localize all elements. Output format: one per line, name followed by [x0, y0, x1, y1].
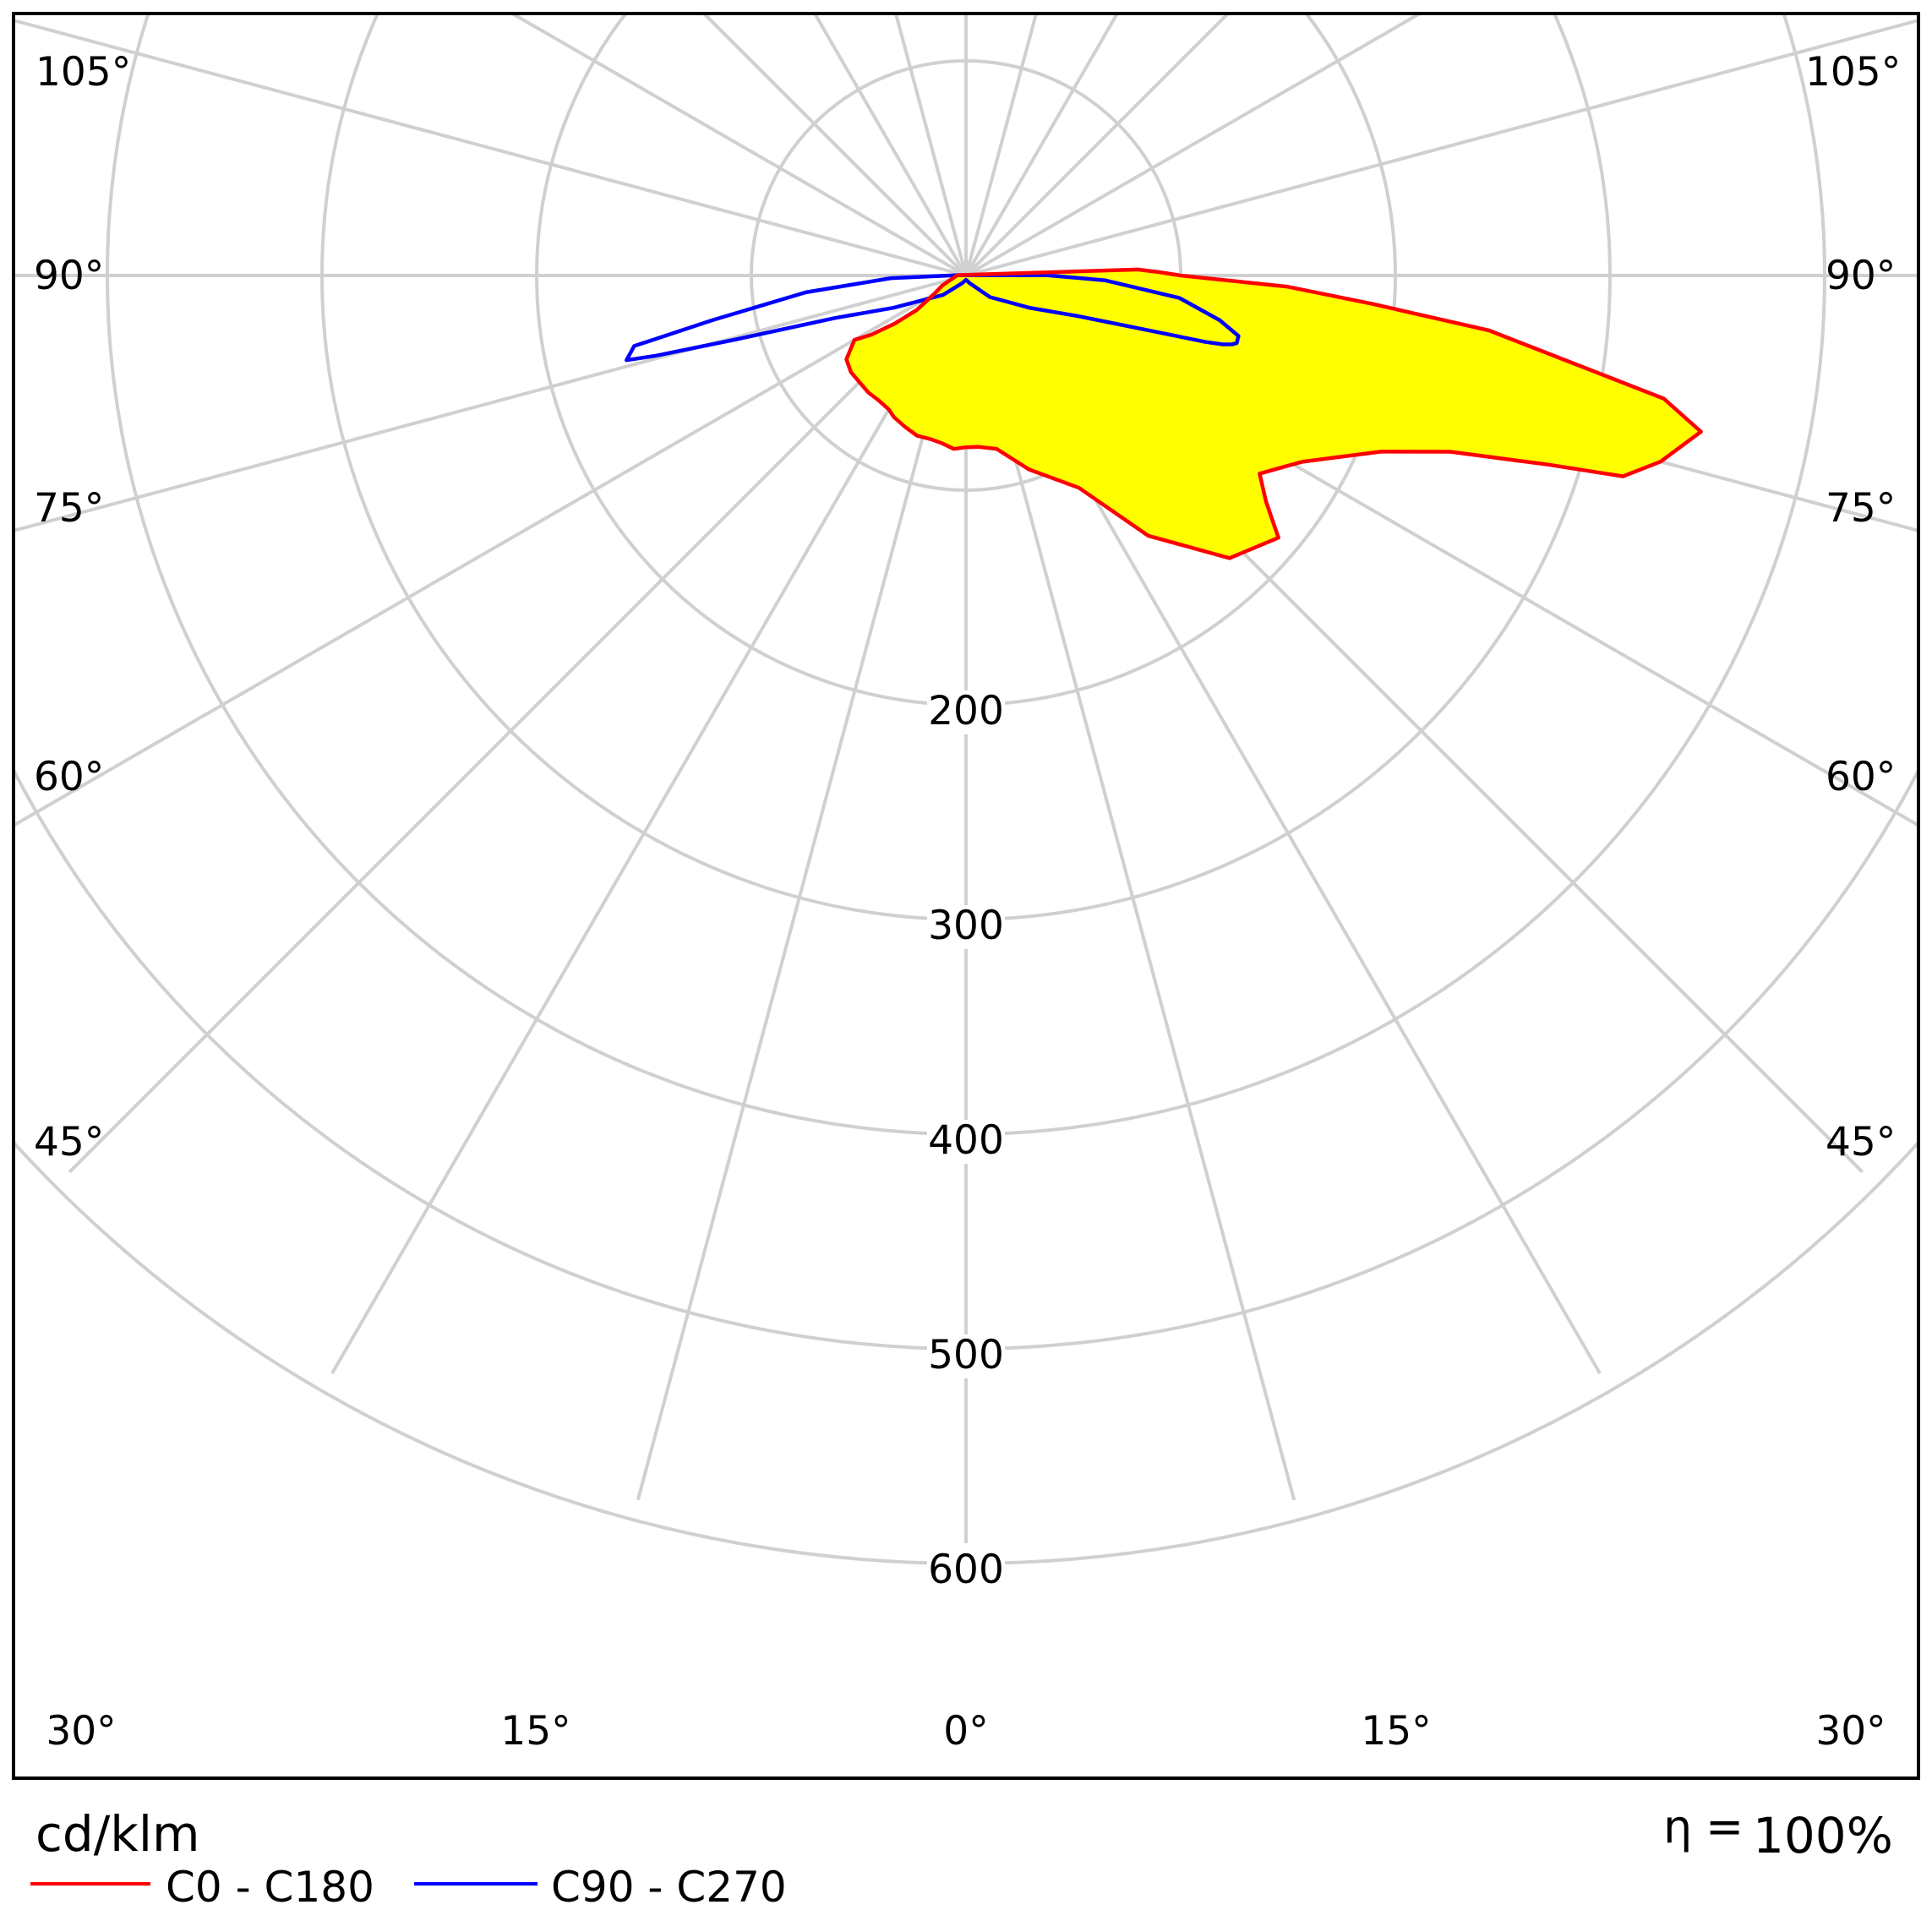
angle-label-right-45: 45° [1826, 1119, 1896, 1165]
legend-label-c90-c270: C90 - C270 [551, 1863, 787, 1912]
grid-spoke-225 [701, 14, 968, 277]
tick-label-backdrop [927, 1120, 1005, 1164]
radial-tick-labels: 200 300 400 500 600 [928, 688, 1004, 1593]
legend-label-c0-c180: C0 - C180 [166, 1863, 374, 1912]
angle-label-0: 0° [943, 1708, 988, 1755]
angle-tick-labels: 105° 105° 90° 90° 75° 75° 60° 60° 45° 45… [34, 49, 1901, 1755]
efficiency-symbol: η [1663, 1800, 1692, 1853]
angle-label-left-90: 90° [34, 253, 104, 299]
curve-fill-c0-c180 [846, 269, 1701, 559]
grid-spoke-165 [964, 14, 1039, 276]
angle-label-right-60: 60° [1826, 754, 1896, 800]
grid-spoke-150 [964, 14, 1120, 277]
grid-spoke-300 [14, 274, 968, 827]
grid-spoke-285 [14, 274, 967, 533]
tick-label-backdrop [927, 905, 1005, 949]
grid-spoke-210 [812, 14, 968, 277]
grid-spoke-120 [964, 14, 1423, 277]
angle-label-left-15: 15° [500, 1708, 570, 1755]
angle-label-right-15: 15° [1361, 1708, 1431, 1755]
curves-layer [625, 267, 1703, 560]
grid-spoke-255 [14, 18, 967, 277]
grid-spoke-240 [509, 14, 968, 277]
grid-spoke-195 [893, 14, 968, 276]
angle-label-left-60: 60° [34, 754, 104, 800]
angle-label-right-75: 75° [1826, 485, 1896, 532]
efficiency-value: 100% [1753, 1807, 1893, 1864]
angle-label-left-105: 105° [35, 49, 131, 96]
angle-label-right-30: 30° [1815, 1708, 1886, 1755]
radial-tick-label-400: 400 [928, 1117, 1004, 1164]
angle-label-left-45: 45° [34, 1119, 104, 1165]
radial-tick-label-300: 300 [928, 903, 1004, 949]
radial-tick-label-200: 200 [928, 688, 1004, 734]
tick-label-backdrop [927, 1549, 1005, 1593]
curve-line-c0-c180 [844, 267, 1703, 560]
angle-label-left-30: 30° [46, 1708, 116, 1755]
grid-spoke-105 [965, 18, 1918, 277]
grid-spoke-345 [636, 275, 968, 1501]
efficiency-equals: = [1706, 1800, 1744, 1853]
unit-label: cd/klm [35, 1805, 199, 1863]
tick-label-backdrop [927, 1334, 1005, 1378]
chart-footer: cd/klm η = 100% C0 - C180 C90 - C270 [30, 1800, 1893, 1912]
grid-spoke-330 [330, 274, 968, 1375]
grid-spoke-15 [964, 275, 1296, 1501]
angle-label-right-90: 90° [1826, 253, 1896, 299]
radial-tick-label-600: 600 [928, 1547, 1004, 1593]
angle-label-left-75: 75° [34, 485, 104, 532]
angle-label-right-105: 105° [1805, 49, 1901, 96]
curve-line-c90-c270 [625, 273, 1241, 363]
plot-frame [12, 12, 1920, 1780]
grid-spoke-315 [68, 274, 968, 1174]
tick-label-backdrop [927, 690, 1005, 734]
radial-tick-label-500: 500 [928, 1332, 1004, 1378]
grid-spoke-135 [964, 14, 1231, 277]
